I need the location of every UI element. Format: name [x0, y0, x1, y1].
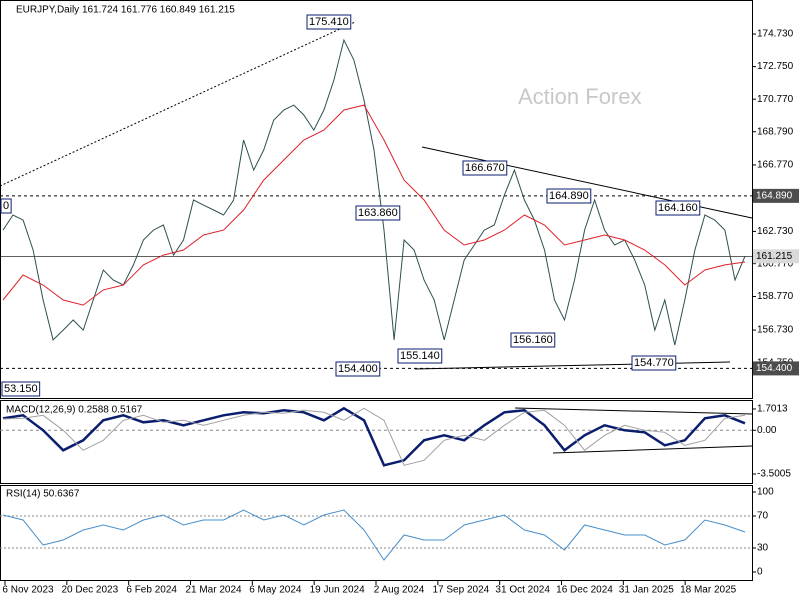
annotation-label: 154.770: [634, 357, 674, 369]
macd-panel: [0, 400, 753, 484]
x-tick-label: 17 Sep 2024: [432, 585, 489, 596]
annotation-label: 175.410: [309, 16, 349, 28]
y-tick-label: -3.5005: [757, 469, 791, 480]
series-line: [2, 407, 746, 466]
annotation-box: [631, 355, 677, 371]
annotation-box: [397, 348, 443, 364]
annotation-box: [655, 200, 701, 216]
y-tick-label: 158.770: [757, 291, 794, 302]
annotation-box: [462, 160, 508, 176]
series-line: [2, 406, 746, 467]
x-tick-label: 6 Nov 2023: [2, 585, 54, 596]
y-tick-label: 162.730: [757, 226, 794, 237]
trend-line: [552, 445, 753, 454]
y-tick-label: 100: [757, 487, 774, 498]
level-label: 164.890: [756, 191, 793, 202]
annotation-box: [1, 381, 41, 397]
y-tick-label: 172.750: [757, 61, 794, 72]
y-tick-label: 168.790: [757, 126, 794, 137]
annotation-box: [306, 14, 352, 30]
annotation-label: 155.140: [400, 350, 440, 362]
annotation: 163.860: [355, 205, 401, 221]
level-label: 161.215: [756, 251, 793, 262]
trend-line: [0, 21, 356, 187]
y-tick-label: 30: [757, 543, 769, 554]
level-label-box: [753, 361, 799, 376]
series-line: [2, 509, 746, 561]
y-tick-label: 170.770: [757, 94, 794, 105]
annotation: 164.890: [546, 188, 592, 204]
watermark: Action Forex: [518, 84, 642, 109]
x-tick-label: 18 Mar 2025: [680, 585, 737, 596]
annotation-box: [335, 361, 381, 377]
annotation-label: 163.860: [358, 207, 398, 219]
x-tick-label: 31 Jan 2025: [619, 585, 674, 596]
y-tick-label: 1.7013: [757, 404, 788, 415]
y-tick-label: 0.00: [757, 425, 777, 436]
rsi-panel: [0, 485, 753, 581]
annotation: 155.140: [397, 348, 443, 364]
annotation: 164.160: [655, 200, 701, 216]
annotation-label: 154.400: [338, 363, 378, 375]
level-label-box: [753, 188, 799, 203]
x-tick-label: 16 Dec 2024: [556, 585, 613, 596]
annotation: 154.770: [631, 355, 677, 371]
y-tick-label: 156.730: [757, 325, 794, 336]
y-tick-label: 160.770: [757, 258, 794, 269]
annotation: 166.670: [462, 160, 508, 176]
level-label: 154.400: [756, 363, 793, 374]
annotation-label: 164.890: [549, 190, 589, 202]
x-tick-label: 20 Dec 2023: [61, 585, 118, 596]
y-tick-label: 166.770: [757, 160, 794, 171]
annotation-label: 156.160: [513, 334, 553, 346]
macd-title: MACD(12,26,9) 0.2588 0.5167: [6, 405, 143, 416]
level-label-box: [753, 249, 799, 264]
annotation: 53.150: [1, 381, 41, 397]
annotation-label: 53.150: [4, 383, 38, 395]
annotation-box: [546, 188, 592, 204]
annotation: 175.410: [306, 14, 352, 30]
series-line: [2, 104, 746, 306]
annotation-label: 164.160: [658, 202, 698, 214]
y-tick-label: 0: [757, 567, 763, 578]
x-tick-label: 31 Oct 2024: [495, 585, 550, 596]
annotation-box: [0, 198, 12, 214]
x-tick-label: 6 May 2024: [249, 585, 302, 596]
annotation: 0: [0, 198, 12, 214]
trend-line: [414, 361, 731, 370]
x-tick-label: 6 Feb 2024: [126, 585, 177, 596]
annotation: 156.160: [510, 332, 556, 348]
y-tick-label: 70: [757, 511, 769, 522]
annotation: 154.400: [335, 361, 381, 377]
trend-line: [514, 407, 753, 415]
y-tick-label: 174.730: [757, 29, 794, 40]
x-tick-label: 2 Aug 2024: [374, 585, 425, 596]
annotation-box: [355, 205, 401, 221]
x-tick-label: 21 Mar 2024: [185, 585, 242, 596]
chart-title: EURJPY,Daily 161.724 161.776 160.849 161…: [16, 5, 235, 16]
series-line: [2, 38, 746, 346]
annotation-label: 166.670: [465, 162, 505, 174]
rsi-title: RSI(14) 50.6367: [6, 489, 80, 500]
annotation-label: 0: [3, 200, 9, 212]
x-tick-label: 19 Jun 2024: [310, 585, 365, 596]
annotation-box: [510, 332, 556, 348]
